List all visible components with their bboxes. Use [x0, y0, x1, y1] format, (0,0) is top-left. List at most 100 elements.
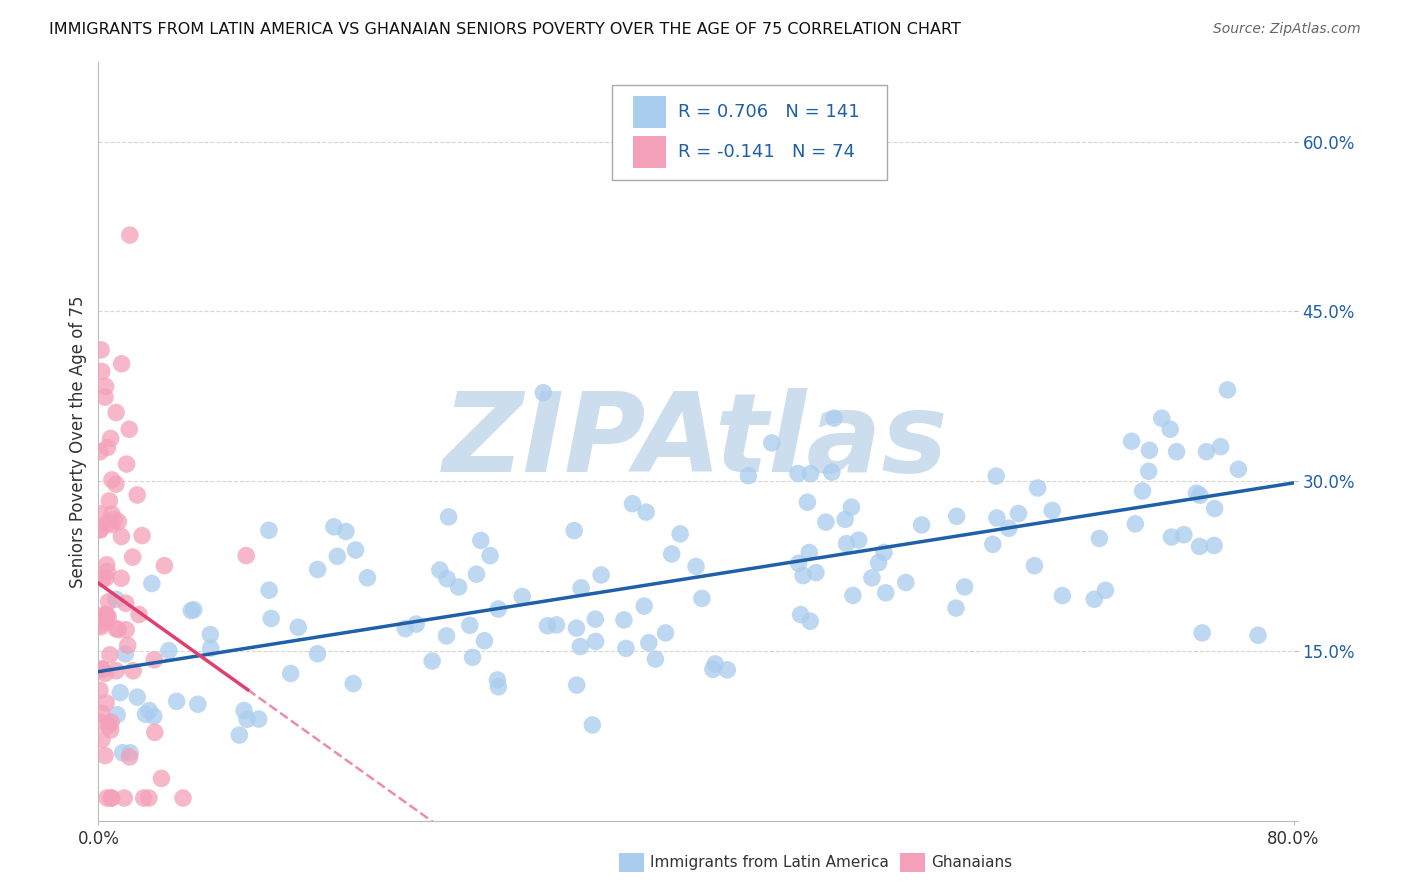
Point: [117, 639, 139, 653]
Point: [131, 528, 153, 542]
Point: [474, 633, 496, 648]
Point: [591, 568, 613, 582]
Text: R = -0.141   N = 74: R = -0.141 N = 74: [678, 143, 855, 161]
Point: [842, 588, 865, 602]
Point: [94, 379, 117, 393]
Point: [1123, 516, 1146, 531]
Point: [823, 411, 845, 425]
Point: [90, 706, 112, 721]
Point: [436, 572, 458, 586]
Point: [690, 591, 713, 606]
Point: [90, 732, 112, 747]
Point: [247, 712, 270, 726]
Point: [1150, 411, 1173, 425]
Point: [702, 662, 724, 676]
Point: [94, 748, 117, 763]
Y-axis label: Seniors Poverty Over the Age of 75: Seniors Poverty Over the Age of 75: [69, 295, 87, 588]
Point: [132, 791, 155, 805]
Point: [89, 523, 111, 537]
Point: [799, 545, 821, 559]
FancyBboxPatch shape: [633, 136, 666, 168]
Point: [1121, 434, 1143, 449]
Point: [787, 557, 810, 571]
Point: [1132, 483, 1154, 498]
Point: [998, 521, 1021, 535]
Point: [1026, 481, 1049, 495]
Point: [1185, 486, 1208, 500]
Point: [945, 509, 967, 524]
Point: [669, 526, 692, 541]
Point: [461, 650, 484, 665]
Point: [121, 550, 143, 565]
Point: [685, 559, 707, 574]
Point: [654, 626, 676, 640]
Point: [107, 515, 129, 529]
Point: [335, 524, 357, 539]
Point: [1159, 422, 1181, 436]
Point: [479, 549, 502, 563]
Point: [1247, 628, 1270, 642]
Point: [1173, 527, 1195, 541]
Point: [89, 445, 111, 459]
Point: [127, 690, 149, 704]
Point: [287, 620, 309, 634]
Point: [1040, 503, 1063, 517]
Point: [637, 636, 659, 650]
Point: [789, 607, 811, 622]
Point: [118, 228, 141, 243]
Point: [1007, 507, 1029, 521]
Point: [562, 524, 585, 538]
Point: [1083, 592, 1105, 607]
Point: [103, 512, 125, 526]
Point: [200, 641, 222, 656]
Point: [804, 566, 827, 580]
Point: [1094, 583, 1116, 598]
Point: [1188, 488, 1211, 502]
Point: [105, 664, 128, 678]
Point: [100, 715, 122, 730]
Point: [101, 507, 124, 521]
Point: [96, 615, 118, 629]
Point: [581, 718, 603, 732]
Point: [114, 647, 136, 661]
Point: [873, 545, 896, 559]
Point: [307, 562, 329, 576]
Point: [122, 664, 145, 678]
Point: [953, 580, 976, 594]
Point: [986, 511, 1008, 525]
Point: [96, 441, 118, 455]
Point: [1160, 530, 1182, 544]
Point: [565, 678, 588, 692]
Point: [91, 572, 114, 586]
Point: [420, 654, 443, 668]
Point: [98, 648, 121, 662]
Point: [100, 791, 122, 805]
Point: [636, 505, 658, 519]
Point: [94, 390, 117, 404]
Point: [458, 618, 481, 632]
FancyBboxPatch shape: [633, 95, 666, 128]
Point: [585, 634, 607, 648]
Point: [621, 497, 644, 511]
Point: [834, 512, 856, 526]
Point: [111, 746, 134, 760]
Point: [89, 523, 111, 537]
Point: [96, 565, 118, 579]
Point: [128, 607, 150, 622]
Point: [93, 607, 115, 622]
Point: [486, 680, 509, 694]
Point: [429, 563, 451, 577]
Point: [142, 709, 165, 723]
Point: [100, 432, 122, 446]
Point: [307, 647, 329, 661]
Point: [257, 523, 280, 537]
Point: [569, 640, 592, 654]
Text: Ghanaians: Ghanaians: [931, 855, 1012, 870]
Point: [342, 676, 364, 690]
Point: [814, 515, 837, 529]
Text: ZIPAtlas: ZIPAtlas: [443, 388, 949, 495]
Point: [89, 714, 111, 729]
Point: [344, 543, 367, 558]
Point: [90, 662, 112, 676]
Point: [704, 657, 727, 671]
